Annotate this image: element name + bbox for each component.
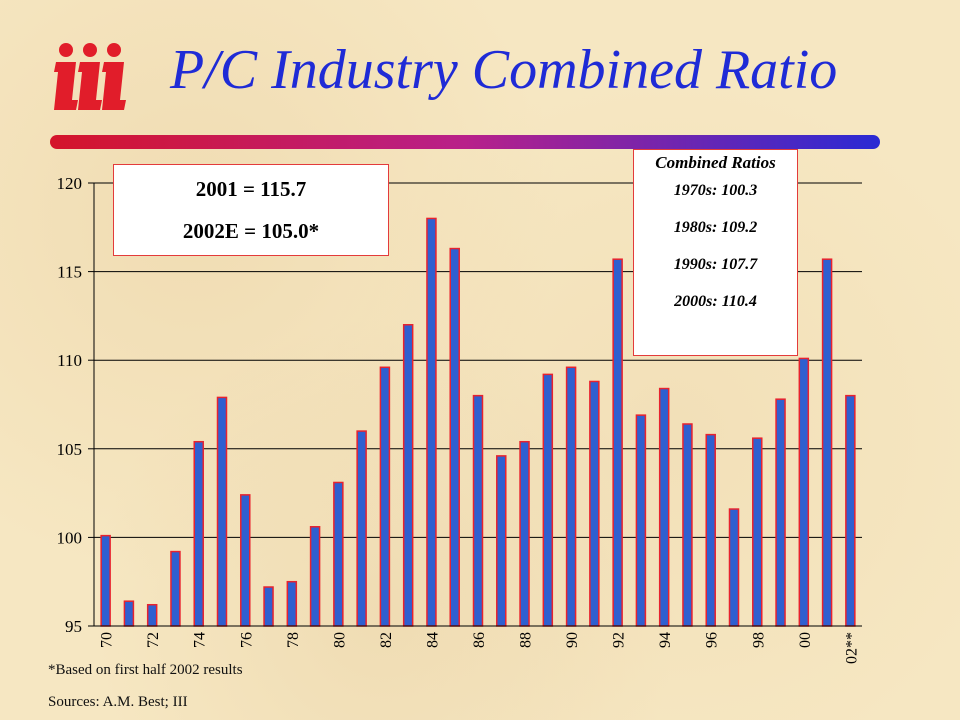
bar-80 bbox=[333, 481, 344, 627]
x-tick-label: 80 bbox=[331, 632, 348, 648]
x-tick-label: 74 bbox=[192, 632, 209, 648]
bar-96 bbox=[705, 433, 716, 627]
x-tick-label: 96 bbox=[704, 632, 721, 648]
x-tick-label: 02** bbox=[843, 632, 860, 664]
sources-note: Sources: A.M. Best; III bbox=[48, 694, 188, 710]
x-tick-label: 94 bbox=[657, 632, 674, 648]
y-tick-label: 105 bbox=[57, 440, 83, 459]
page-title: P/C Industry Combined Ratio bbox=[170, 39, 838, 101]
bar-70 bbox=[100, 534, 111, 627]
callout-line-2002e: 2002E = 105.0* bbox=[182, 219, 320, 243]
bar-86 bbox=[472, 394, 484, 627]
y-tick-label: 100 bbox=[57, 528, 83, 547]
y-tick-label: 120 bbox=[57, 174, 83, 193]
decade-row-2000s: 2000s: 110.4 bbox=[674, 293, 757, 310]
bar-78 bbox=[286, 580, 298, 627]
bar-91 bbox=[589, 380, 600, 627]
bar-99 bbox=[775, 398, 786, 627]
x-tick-label: 88 bbox=[518, 632, 535, 648]
x-tick-label: 98 bbox=[750, 632, 767, 648]
bar-84 bbox=[426, 217, 437, 627]
bar-82 bbox=[379, 366, 391, 627]
x-tick-label: 76 bbox=[238, 632, 255, 648]
callout-line-2001: 2001 = 115.7 bbox=[195, 177, 307, 201]
decade-row-1990s: 1990s: 107.7 bbox=[673, 256, 758, 273]
x-tick-label: 82 bbox=[378, 632, 395, 648]
decade-averages-box: Combined Ratios 1970s: 100.3 1980s: 109.… bbox=[633, 149, 798, 356]
bar-87 bbox=[496, 455, 507, 627]
bar-72 bbox=[146, 603, 158, 627]
y-tick-label: 115 bbox=[57, 263, 82, 282]
chart-bars bbox=[100, 217, 856, 627]
decade-box-heading: Combined Ratios bbox=[655, 153, 776, 172]
y-tick-label: 110 bbox=[57, 351, 82, 370]
bar-88 bbox=[519, 440, 530, 627]
chart-y-axis: 95 100 105 110 115 120 bbox=[57, 174, 95, 636]
footnote: *Based on first half 2002 results bbox=[48, 662, 243, 678]
x-tick-label: 72 bbox=[145, 632, 162, 648]
bar-95 bbox=[682, 423, 693, 627]
x-tick-label: 90 bbox=[564, 632, 581, 648]
title-underline-bar bbox=[50, 135, 880, 149]
x-tick-label: 92 bbox=[611, 632, 628, 648]
bar-73 bbox=[170, 550, 181, 627]
y-tick-label: 95 bbox=[65, 617, 82, 636]
bar-00 bbox=[798, 357, 810, 627]
bar-76 bbox=[240, 494, 251, 627]
bar-93 bbox=[635, 414, 647, 627]
bar-83 bbox=[402, 324, 414, 627]
bar-89 bbox=[542, 373, 554, 627]
x-tick-label: 00 bbox=[797, 632, 814, 648]
bar-92 bbox=[612, 258, 623, 627]
bar-77 bbox=[263, 586, 274, 627]
bar-01 bbox=[821, 258, 833, 627]
bar-94 bbox=[658, 387, 670, 627]
x-tick-label: 70 bbox=[99, 632, 116, 648]
iii-logo-mark bbox=[54, 43, 126, 110]
iii-logo bbox=[54, 43, 126, 110]
x-tick-label: 86 bbox=[471, 632, 488, 648]
bar-90 bbox=[565, 366, 577, 627]
bar-97 bbox=[728, 508, 740, 627]
bar-98 bbox=[752, 437, 763, 627]
chart-x-axis: 70 72 74 76 78 80 82 84 86 88 90 92 94 96 98 00 02** bbox=[94, 625, 862, 664]
decade-row-1980s: 1980s: 109.2 bbox=[673, 219, 758, 236]
decade-row-1970s: 1970s: 100.3 bbox=[673, 182, 758, 199]
x-tick-label: 84 bbox=[424, 632, 441, 648]
bar-81 bbox=[356, 430, 367, 627]
x-tick-label: 78 bbox=[285, 632, 302, 648]
bar-75 bbox=[216, 396, 228, 627]
bar-02** bbox=[845, 394, 856, 627]
bar-79 bbox=[309, 526, 321, 627]
bar-74 bbox=[193, 440, 204, 627]
callout-2001-2002: 2001 = 115.7 2002E = 105.0* bbox=[113, 164, 389, 256]
bar-71 bbox=[123, 600, 135, 627]
bar-85 bbox=[449, 247, 460, 627]
